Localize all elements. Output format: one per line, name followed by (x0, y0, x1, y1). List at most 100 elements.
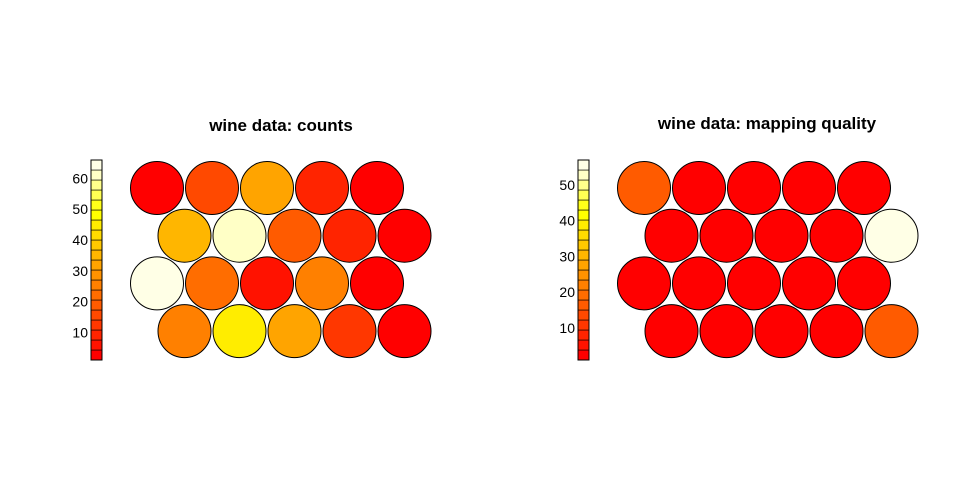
map-unit-circle (377, 208, 432, 263)
map-unit-circle (644, 304, 699, 359)
colorbar-segment (577, 209, 590, 221)
map-unit-circle (617, 161, 671, 215)
counts-map (130, 161, 432, 359)
map-unit-circle (837, 256, 891, 311)
colorbar-tick-label: 40 (559, 213, 575, 229)
colorbar-segment (90, 339, 103, 351)
quality-map (617, 161, 919, 359)
colorbar-segment (90, 199, 103, 211)
colorbar-segment (577, 249, 590, 261)
map-unit-circle (782, 256, 836, 311)
colorbar-segment (577, 179, 590, 191)
colorbar-segment (90, 269, 103, 281)
colorbar-tick-label: 60 (72, 170, 88, 186)
colorbar-segment (577, 329, 590, 341)
panel-mapping-quality: wine data: mapping quality 10 20 30 40 50 (559, 114, 919, 361)
colorbar-segment (90, 249, 103, 261)
quality-chart-title: wine data: mapping quality (657, 114, 877, 133)
map-unit-circle (350, 161, 404, 215)
colorbar-segment (577, 239, 590, 251)
colorbar-segment (577, 229, 590, 241)
colorbar-segment (577, 309, 590, 321)
map-unit-circle (837, 161, 891, 215)
colorbar-segment (577, 199, 590, 211)
map-unit-circle (212, 208, 267, 263)
colorbar-segment (90, 159, 103, 171)
colorbar-segment (577, 349, 590, 361)
map-unit-circle (377, 304, 432, 359)
map-unit-circle (322, 208, 377, 263)
colorbar-segment (577, 269, 590, 281)
colorbar-tick-label: 20 (559, 284, 575, 300)
map-unit-circle (672, 161, 726, 215)
quality-colorbar: 10 20 30 40 50 (559, 159, 590, 361)
colorbar-tick-label: 40 (72, 232, 88, 248)
colorbar-segment (577, 279, 590, 291)
map-unit-circle (130, 161, 184, 215)
colorbar-tick-label: 10 (72, 324, 88, 340)
colorbar-segment (90, 279, 103, 291)
counts-chart-title: wine data: counts (208, 116, 353, 135)
colorbar-segment (90, 239, 103, 251)
colorbar-tick-label: 50 (559, 177, 575, 193)
map-unit-circle (754, 208, 809, 263)
colorbar-segment (90, 209, 103, 221)
colorbar-segment (90, 319, 103, 331)
colorbar-tick-label: 20 (72, 294, 88, 310)
map-unit-circle (672, 256, 726, 311)
map-unit-circle (295, 161, 349, 215)
map-unit-circle (267, 304, 322, 359)
panel-counts: wine data: counts 10 20 30 40 50 60 (72, 116, 432, 361)
map-unit-circle (212, 304, 267, 359)
colorbar-segment (90, 349, 103, 361)
map-unit-circle (240, 256, 294, 311)
map-unit-circle (809, 208, 864, 263)
map-unit-circle (130, 256, 184, 311)
colorbar-segment (577, 259, 590, 271)
colorbar-frame (577, 159, 590, 361)
colorbar-segment (90, 219, 103, 231)
map-unit-circle (267, 208, 322, 263)
colorbar-tick-label: 10 (559, 320, 575, 336)
colorbar-tick-label: 30 (559, 248, 575, 264)
map-unit-circle (699, 304, 754, 359)
colorbar-segment (90, 259, 103, 271)
map-unit-circle (727, 161, 781, 215)
counts-colorbar: 10 20 30 40 50 60 (72, 159, 103, 361)
map-unit-circle (185, 161, 239, 215)
map-unit-circle (699, 208, 754, 263)
colorbar-segment (577, 219, 590, 231)
colorbar-segment (90, 289, 103, 301)
map-unit-circle (864, 304, 919, 359)
map-unit-circle (295, 256, 349, 311)
map-unit-circle (350, 256, 404, 311)
map-unit-circle (185, 256, 239, 311)
map-unit-circle (644, 208, 699, 263)
colorbar-tick-label: 50 (72, 201, 88, 217)
colorbar-segment (90, 179, 103, 191)
colorbar-segment (90, 329, 103, 341)
map-unit-circle (727, 256, 781, 311)
colorbar-segment (90, 229, 103, 241)
colorbar-segment (577, 339, 590, 351)
map-unit-circle (782, 161, 836, 215)
map-unit-circle (157, 208, 212, 263)
map-unit-circle (809, 304, 864, 359)
colorbar-segment (577, 159, 590, 171)
map-unit-circle (322, 304, 377, 359)
colorbar-segment (577, 189, 590, 201)
map-unit-circle (864, 208, 919, 263)
colorbar-segment (577, 169, 590, 181)
colorbar-segment (90, 189, 103, 201)
colorbar-tick-label: 30 (72, 263, 88, 279)
map-unit-circle (240, 161, 294, 215)
colorbar-segment (90, 169, 103, 181)
colorbar-segment (90, 309, 103, 321)
map-unit-circle (617, 256, 671, 311)
map-unit-circle (754, 304, 809, 359)
colorbar-segment (90, 299, 103, 311)
colorbar-segment (577, 299, 590, 311)
colorbar-frame (90, 159, 103, 361)
map-unit-circle (157, 304, 212, 359)
